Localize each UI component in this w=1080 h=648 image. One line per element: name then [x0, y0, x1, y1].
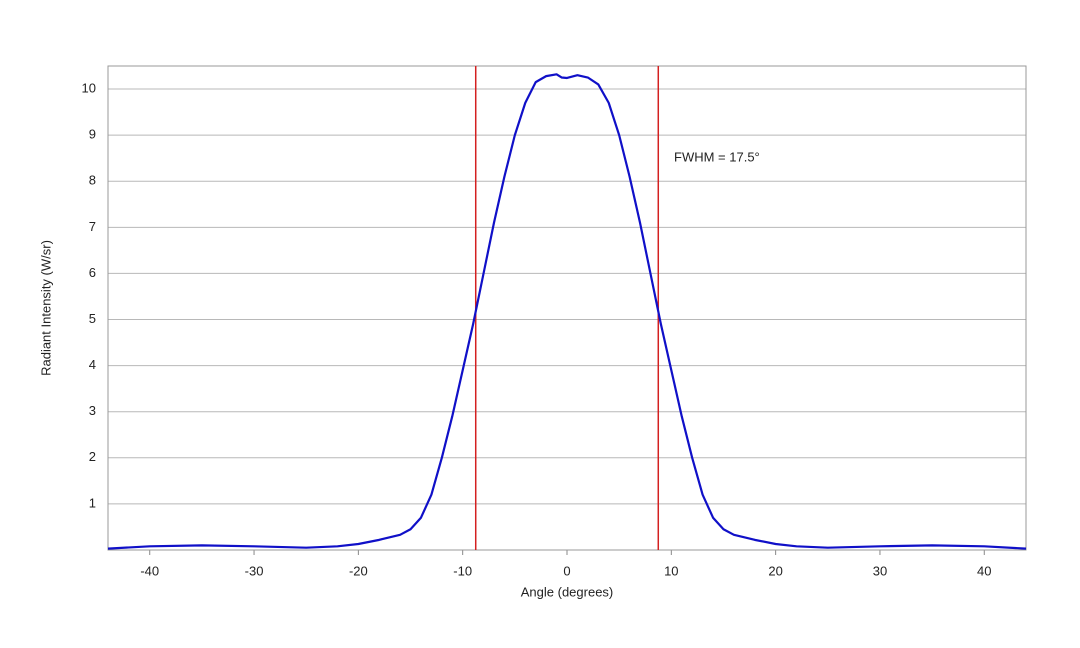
y-tick-label: 9 — [89, 127, 96, 142]
y-tick-label: 2 — [89, 449, 96, 464]
y-tick-label: 4 — [89, 357, 96, 372]
y-tick-label: 3 — [89, 403, 96, 418]
annotation: FWHM = 17.5° — [674, 149, 760, 164]
line-series — [107, 73, 1027, 550]
x-tick-label: 20 — [768, 563, 782, 578]
y-axis-label: Radiant Intensity (W/sr) — [38, 240, 53, 376]
x-tick-label: -30 — [245, 563, 264, 578]
x-tick-label: -10 — [453, 563, 472, 578]
x-tick-label: -40 — [140, 563, 159, 578]
y-tick-label: 7 — [89, 219, 96, 234]
x-axis-label: Angle (degrees) — [521, 584, 614, 599]
x-tick-label: 30 — [873, 563, 887, 578]
x-tick-label: 40 — [977, 563, 991, 578]
y-tick-label: 8 — [89, 173, 96, 188]
x-tick-label: 10 — [664, 563, 678, 578]
plot-frame — [107, 65, 1027, 551]
x-tick-label: -20 — [349, 563, 368, 578]
x-tick-label: 0 — [563, 563, 570, 578]
y-tick-label: 5 — [89, 311, 96, 326]
y-tick-label: 10 — [82, 80, 96, 95]
y-tick-label: 6 — [89, 265, 96, 280]
y-tick-label: 1 — [89, 495, 96, 510]
